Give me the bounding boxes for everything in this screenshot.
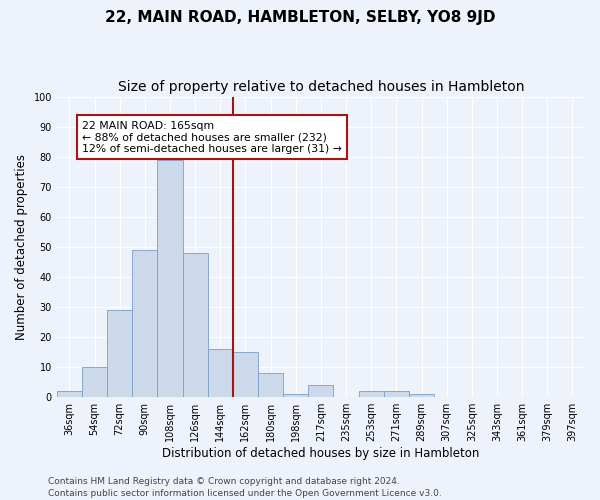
Bar — [308, 385, 334, 397]
Bar — [359, 391, 384, 397]
Bar — [283, 394, 308, 397]
Title: Size of property relative to detached houses in Hambleton: Size of property relative to detached ho… — [118, 80, 524, 94]
Text: 22 MAIN ROAD: 165sqm
← 88% of detached houses are smaller (232)
12% of semi-deta: 22 MAIN ROAD: 165sqm ← 88% of detached h… — [82, 120, 342, 154]
Bar — [107, 310, 132, 397]
Bar — [157, 160, 182, 397]
Bar — [182, 253, 208, 397]
X-axis label: Distribution of detached houses by size in Hambleton: Distribution of detached houses by size … — [162, 447, 479, 460]
Bar — [132, 250, 157, 397]
Bar — [82, 367, 107, 397]
Y-axis label: Number of detached properties: Number of detached properties — [15, 154, 28, 340]
Text: Contains HM Land Registry data © Crown copyright and database right 2024.
Contai: Contains HM Land Registry data © Crown c… — [48, 476, 442, 498]
Text: 22, MAIN ROAD, HAMBLETON, SELBY, YO8 9JD: 22, MAIN ROAD, HAMBLETON, SELBY, YO8 9JD — [105, 10, 495, 25]
Bar — [57, 391, 82, 397]
Bar — [409, 394, 434, 397]
Bar — [384, 391, 409, 397]
Bar — [258, 373, 283, 397]
Bar — [233, 352, 258, 397]
Bar — [208, 349, 233, 397]
